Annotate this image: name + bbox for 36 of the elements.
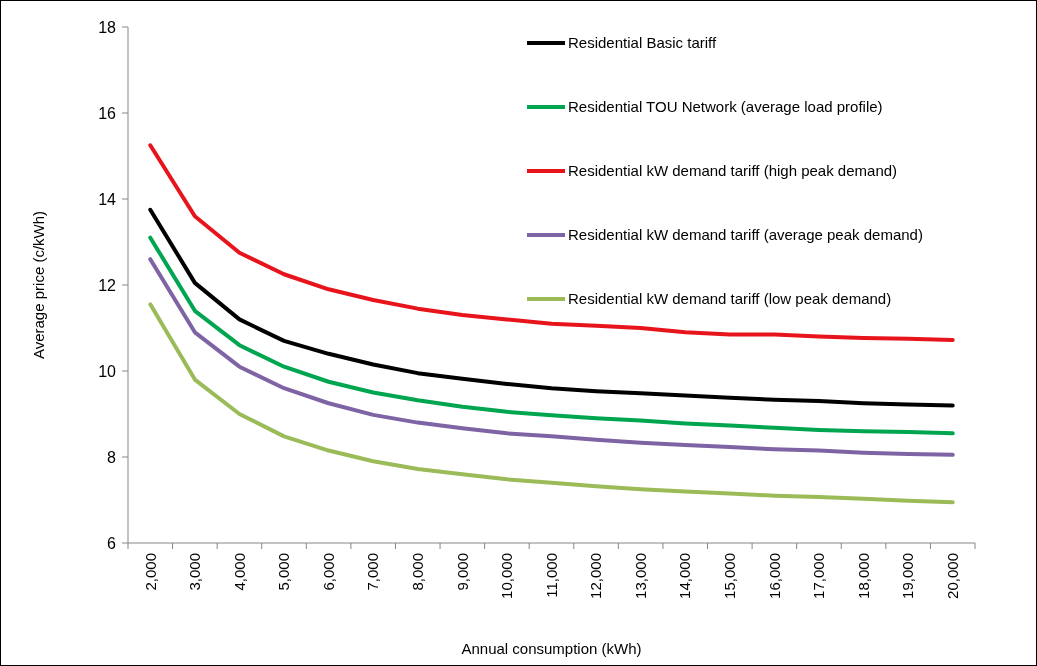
y-tick-label: 12: [98, 276, 117, 294]
x-axis-title: Annual consumption (kWh): [461, 640, 642, 657]
line-series: [148, 207, 955, 408]
x-tick-label: 10,000: [498, 553, 516, 599]
legend-label: Residential TOU Network (average load profile): [568, 98, 883, 116]
x-tick-label: 8,000: [409, 553, 427, 591]
x-tick-label: 5,000: [275, 553, 293, 591]
legend-label: Residential kW demand tariff (low peak demand): [568, 290, 892, 308]
x-tick-label: 13,000: [631, 553, 649, 599]
legend-label: Residential kW demand tariff (average peak demand): [568, 226, 923, 244]
x-tick-label: 18,000: [854, 553, 872, 599]
x-tick-label: 7,000: [364, 553, 382, 591]
y-tick-label: 16: [98, 104, 117, 122]
y-tick-label: 6: [107, 534, 117, 552]
x-tick-label: 16,000: [765, 553, 783, 599]
x-tick-label: 9,000: [453, 553, 471, 591]
line-series: [148, 257, 955, 457]
x-tick-label: 15,000: [721, 553, 739, 599]
x-tick-label: 14,000: [676, 553, 694, 599]
x-tick-label: 2,000: [141, 553, 159, 591]
x-tick-label: 6,000: [319, 553, 337, 591]
x-tick-label: 17,000: [810, 553, 828, 599]
y-tick-label: 8: [107, 448, 117, 466]
y-tick-label: 10: [98, 362, 117, 380]
x-tick-label: 20,000: [943, 553, 961, 599]
y-axis-title: Average price (c/kWh): [30, 210, 47, 360]
x-tick-label: 3,000: [186, 553, 204, 591]
x-tick-label: 19,000: [899, 553, 917, 599]
x-tick-label: 11,000: [542, 553, 560, 598]
x-tick-label: 4,000: [230, 553, 248, 591]
y-tick-label: 14: [98, 190, 117, 208]
y-tick-label: 18: [98, 18, 117, 36]
line-series: [148, 143, 955, 343]
x-tick-label: 12,000: [587, 553, 605, 599]
legend-label: Residential kW demand tariff (high peak demand): [568, 162, 898, 180]
legend-label: Residential Basic tariff: [568, 34, 717, 52]
